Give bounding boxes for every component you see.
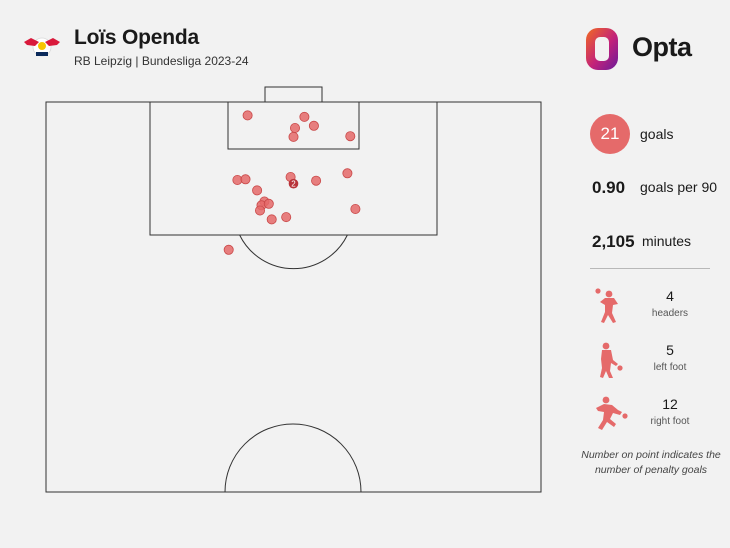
goal-frame [264,86,323,103]
headers-count: 4 [666,288,674,304]
minutes-stat: 2,105 minutes [584,232,724,256]
chart-subtitle: RB Leipzig | Bundesliga 2023-24 [74,54,249,68]
goals-badge: 21 [590,114,630,154]
goal-point [299,111,310,122]
goal-point [311,175,322,186]
rb-leipzig-logo [24,37,60,57]
goal-point [252,185,263,196]
goal-type-headers: 4 headers [592,286,722,334]
goals-label: goals [640,126,674,142]
right-foot-label: right foot [650,416,690,427]
opta-logo: Opta [584,26,700,74]
penalty-area [149,101,438,236]
pitch-lines [45,86,542,493]
minutes-label: minutes [642,233,692,249]
goal-point [223,244,234,255]
goal-point [289,123,300,134]
opta-mark-icon [586,28,618,70]
player-name: Loïs Openda [74,26,199,49]
right-foot-player-icon [596,396,628,430]
goal-point [263,198,274,209]
left-foot-player-icon [600,342,623,378]
goal-point [288,131,299,142]
goal-point [240,174,251,185]
goals-per-90-stat: 0.90 goals per 90 [584,178,724,202]
goal-point [266,214,277,225]
stats-divider [590,268,710,269]
goal-point [308,120,319,131]
goal-point [281,212,292,223]
pitch-outline [45,101,542,493]
shot-points: 2 [223,110,361,255]
goals-per-90-label: goals per 90 [640,179,718,195]
goal-point [254,205,265,216]
goal-type-right-foot: 12 right foot [592,394,722,442]
penalty-count-label: 2 [291,180,296,189]
center-circle-arc [224,423,362,493]
goal-point [242,110,253,121]
minutes-value: 2,105 [592,232,635,251]
opta-wordmark: Opta [632,32,692,62]
goal-point [345,131,356,142]
penalty-arc [239,234,348,270]
penalty-goal-point: 2 [288,178,299,189]
penalty-footnote: Number on point indicates the number of … [581,449,721,476]
header-player-icon [595,288,618,323]
left-foot-count: 5 [666,342,674,358]
pitch-shot-map: 2 [45,86,542,493]
headers-label: headers [651,308,689,319]
goals-per-90-value: 0.90 [592,178,626,197]
goal-type-left-foot: 5 left foot [592,340,722,388]
penalty-point-marker [288,178,299,189]
goal-point [350,203,361,214]
goals-stat: 21 goals [584,110,724,158]
left-foot-label: left foot [653,362,687,373]
goal-point [342,168,353,179]
right-foot-count: 12 [662,396,678,412]
